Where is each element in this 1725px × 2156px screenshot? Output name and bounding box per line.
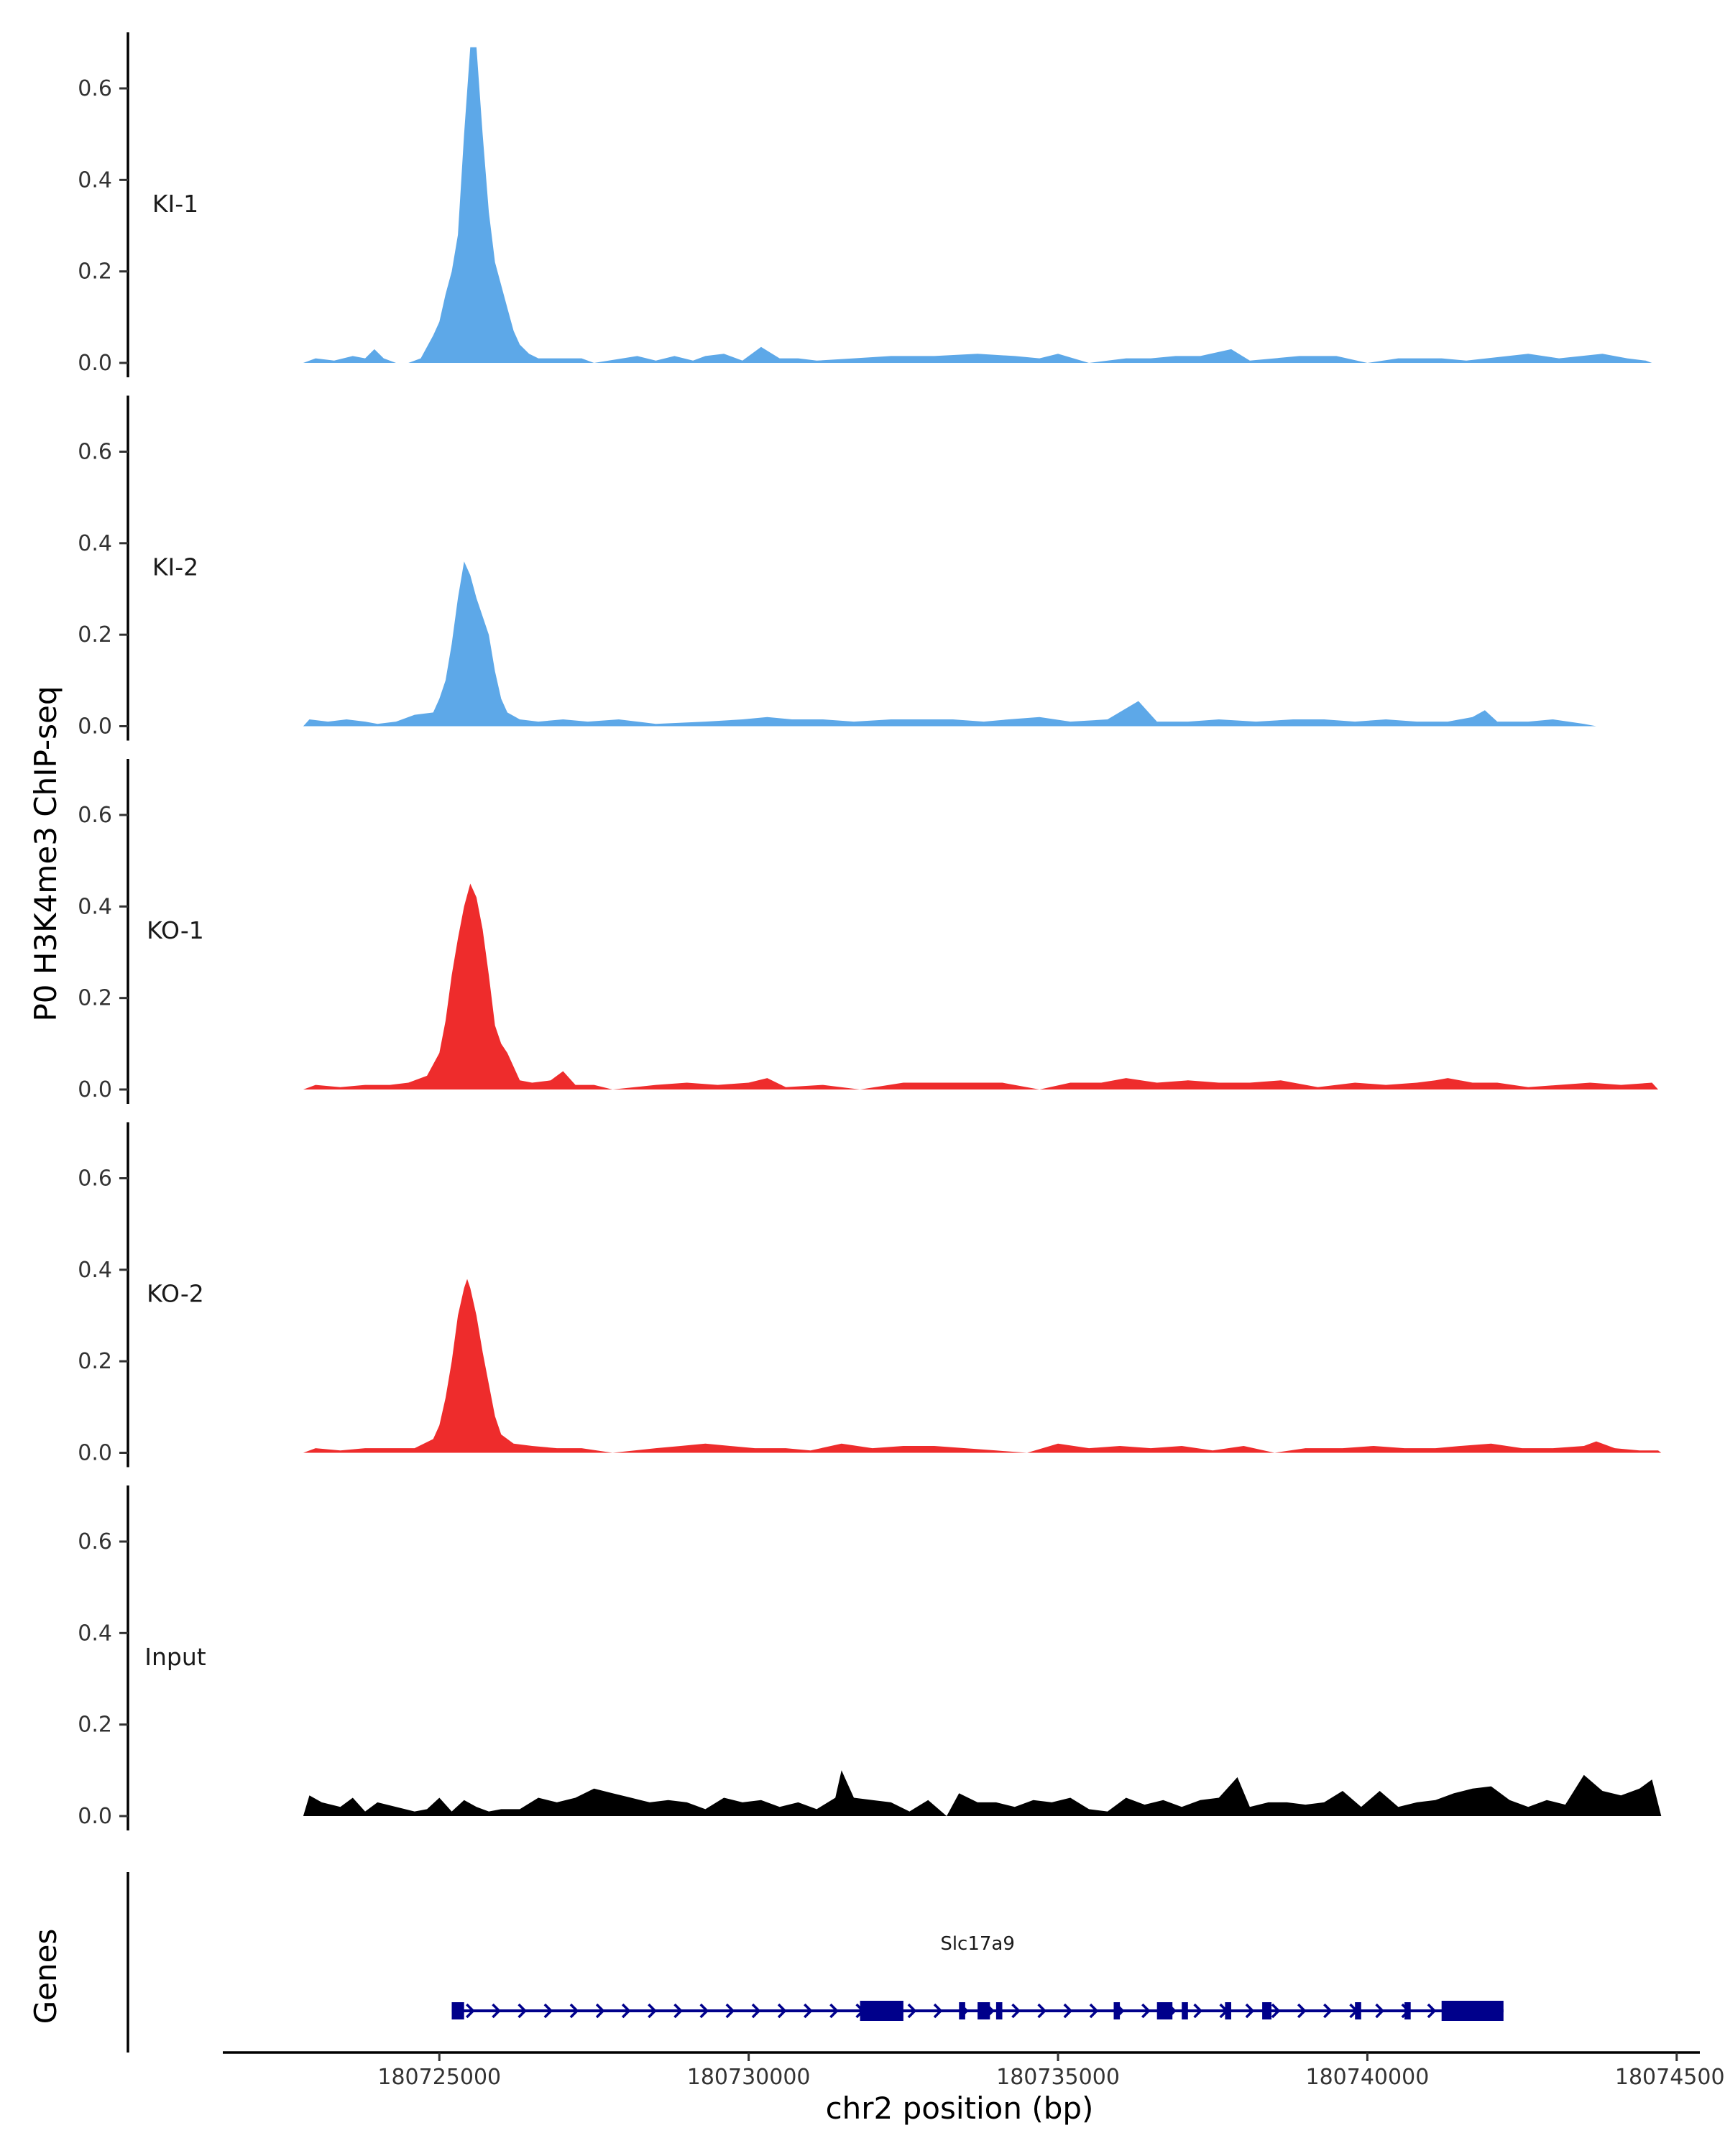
gene-exon [1225,2002,1231,2019]
strand-arrow [804,2003,813,2019]
strand-arrow [1193,2003,1203,2019]
x-axis: 180725000 180730000 180735000 180740000 1807… [223,2051,1725,2090]
y-tick-label: 0.4 [78,1621,112,1646]
track-label: KO-2 [147,1280,204,1308]
y-tick-label: 0.6 [78,803,112,828]
strand-arrow [518,2003,528,2019]
strand-arrow [1089,2003,1099,2019]
y-tick-label: 0.0 [78,1804,112,1829]
strand-arrow [595,2003,605,2019]
gene-name-label: Slc17a9 [940,1933,1015,1955]
strand-arrow [1375,2003,1385,2019]
y-tick-label: 0.4 [78,167,112,193]
y-tick-label: 0.2 [78,259,112,285]
y-tick-label: 0.6 [78,1529,112,1554]
y-tick-label: 0.0 [78,1441,112,1466]
y-tick-label: 0.2 [78,622,112,648]
gene-exon [1355,2002,1361,2019]
signal-area-ko-2 [303,1279,1662,1453]
track-panel-input: 0.0 0.2 0.4 0.6 Input [78,1485,1662,1830]
x-tick-label: 180730000 [687,2065,811,2090]
y-tick-label: 0.4 [78,1258,112,1283]
track-label: KI-2 [152,553,198,581]
gene-exon [959,2002,965,2019]
y-tick-label: 0.6 [78,440,112,465]
signal-area-input [303,1770,1662,1816]
y-tick-label: 0.4 [78,894,112,919]
x-tick-label: 180735000 [996,2065,1120,2090]
gene-exon [1404,2002,1411,2019]
strand-arrow [829,2003,839,2019]
track-panel-ki-2: 0.0 0.2 0.4 0.6 KI-2 [78,395,1596,741]
gene-exon [1156,2002,1173,2019]
strand-arrow [751,2003,761,2019]
strand-arrow [725,2003,735,2019]
strand-arrow [1271,2003,1281,2019]
strand-arrow [673,2003,683,2019]
gene-panel: Slc17a9 [126,1872,1504,2053]
strand-arrow [1063,2003,1073,2019]
y-tick-label: 0.2 [78,1713,112,1738]
track-panel-ko-2: 0.0 0.2 0.4 0.6 KO-2 [78,1122,1662,1468]
strand-arrow [621,2003,631,2019]
gene-exon [995,2002,1003,2019]
x-axis-title: chr2 position (bp) [826,2091,1094,2126]
strand-arrow [699,2003,709,2019]
y-tick-label: 0.6 [78,1166,112,1192]
strand-arrow [1245,2003,1255,2019]
track-label: Input [144,1643,206,1671]
track-panels: 0.00.20.40.6KI-10.00.20.40.6KI-20.00.20.… [78,32,1662,1830]
strand-arrow [1323,2003,1333,2019]
track-label: KO-1 [147,916,204,944]
signal-area-ki-1 [303,47,1652,363]
x-tick-label: 180745000 [1615,2065,1725,2090]
genes-axis-title: Genes [28,1929,63,2024]
strand-arrow [648,2003,657,2019]
track-panel-ki-1: 0.0 0.2 0.4 0.6 KI-1 [78,32,1652,377]
y-tick-label: 0.0 [78,351,112,376]
gene-exon [860,2001,903,2021]
strand-arrow [933,2003,943,2019]
gene-exon [978,2002,990,2019]
strand-arrow [1037,2003,1047,2019]
y-tick-label: 0.2 [78,1349,112,1374]
y-tick-label: 0.2 [78,986,112,1011]
strand-arrow [1297,2003,1307,2019]
gene-exon [1441,2001,1504,2021]
gene-exon [451,2002,464,2019]
gene-exon [1262,2002,1271,2019]
strand-arrow [907,2003,917,2019]
gene-exon [1113,2002,1121,2019]
signal-area-ko-1 [303,883,1658,1089]
strand-arrow [1011,2003,1021,2019]
x-tick-label: 180725000 [377,2065,501,2090]
strand-arrow [492,2003,501,2019]
strand-arrow [1141,2003,1151,2019]
x-tick-label: 180740000 [1306,2065,1430,2090]
y-axis-title: P0 H3K4me3 ChIP-seq [28,686,63,1021]
y-tick-label: 0.6 [78,76,112,101]
strand-arrow [466,2003,475,2019]
gene-exon [1182,2002,1188,2019]
y-tick-label: 0.0 [78,714,112,740]
track-panel-ko-1: 0.0 0.2 0.4 0.6 KO-1 [78,759,1658,1104]
signal-area-ki-2 [303,561,1596,727]
strand-arrow [569,2003,579,2019]
track-label: KI-1 [152,190,198,218]
strand-arrow [543,2003,553,2019]
y-tick-label: 0.4 [78,531,112,556]
strand-arrow [777,2003,787,2019]
y-tick-label: 0.0 [78,1077,112,1102]
strand-arrow [1427,2003,1437,2019]
